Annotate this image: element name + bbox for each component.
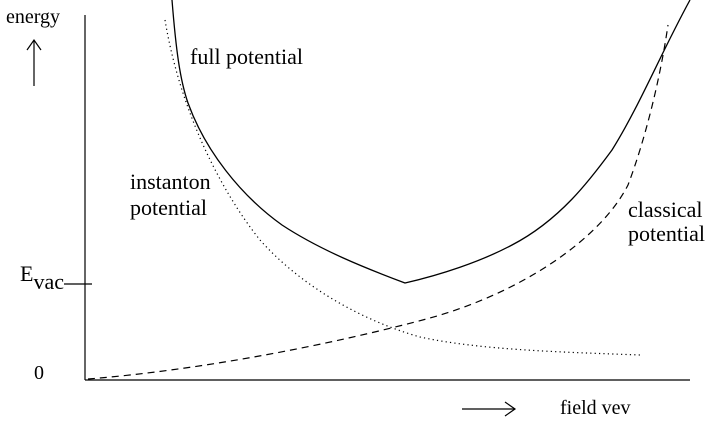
right-arrow-icon: [462, 401, 517, 417]
classical-potential-curve: [87, 24, 669, 380]
x-axis-label: field vev: [560, 397, 631, 419]
instanton-label-line2: potential: [130, 195, 207, 220]
classical-label-line1: classical: [628, 197, 703, 222]
instanton-label-line1: instanton: [130, 169, 211, 194]
full-potential-label: full potential: [190, 44, 304, 69]
up-arrow-icon: [26, 38, 42, 86]
classical-label-line2: potential: [628, 221, 705, 246]
evac-subscript: vac: [33, 269, 64, 294]
instanton-potential-curve: [164, 19, 641, 356]
full-potential-curve: [171, 0, 691, 284]
zero-label: 0: [34, 362, 44, 384]
evac-main: E: [20, 261, 34, 286]
evac-label: Evac: [20, 261, 64, 293]
y-axis-label: energy: [6, 6, 61, 28]
